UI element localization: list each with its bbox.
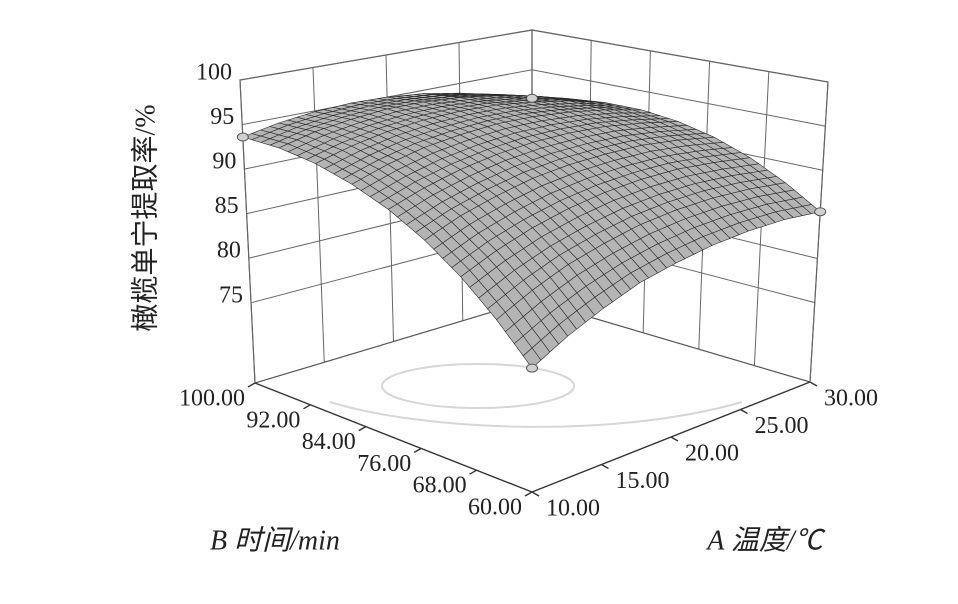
x-axis-title: A 温度/℃ [705,525,825,556]
z-tick-label: 100 [196,60,232,86]
grid-line [239,29,829,83]
z-axis-title: 橄榄单宁提取率/% [129,104,161,331]
z-tick-label: 90 [212,149,236,175]
grid-line [809,81,829,383]
tick-mark [524,491,533,497]
tick-mark [303,404,311,410]
tick-mark [247,382,256,388]
z-tick-label: 85 [215,193,239,219]
z-tick-label: 95 [210,104,234,130]
y-axis-title: B 时间/min [210,525,340,556]
floor-contours [329,363,743,428]
floor-contour [329,401,743,428]
tick-mark [413,447,422,454]
z-tick-label: 75 [219,282,243,308]
grid-line [239,79,256,384]
design-point [236,132,249,142]
y-tick-label: 76.00 [357,451,411,477]
surface-cell [522,347,542,369]
y-tick-label: 100.00 [179,386,245,412]
x-tick-label: 15.00 [616,468,670,494]
y-tick-label: 92.00 [246,407,300,433]
tick-mark [740,408,748,415]
y-tick-label: 68.00 [413,473,467,499]
tick-mark [469,469,477,475]
x-tick-label: 25.00 [755,413,809,439]
y-tick-label: 60.00 [468,495,522,521]
tick-mark [358,425,367,432]
z-tick-label: 80 [217,238,241,264]
x-tick-label: 10.00 [546,496,600,522]
design-point [526,93,538,103]
design-point [814,207,827,217]
tick-mark [670,436,679,442]
tick-mark [809,381,818,387]
tick-mark [601,463,609,470]
x-tick-label: 30.00 [824,386,878,412]
x-tick-label: 20.00 [685,441,739,467]
design-point [526,363,538,373]
y-tick-label: 84.00 [302,429,356,455]
tick-mark [531,491,540,497]
floor-contour [381,363,575,409]
